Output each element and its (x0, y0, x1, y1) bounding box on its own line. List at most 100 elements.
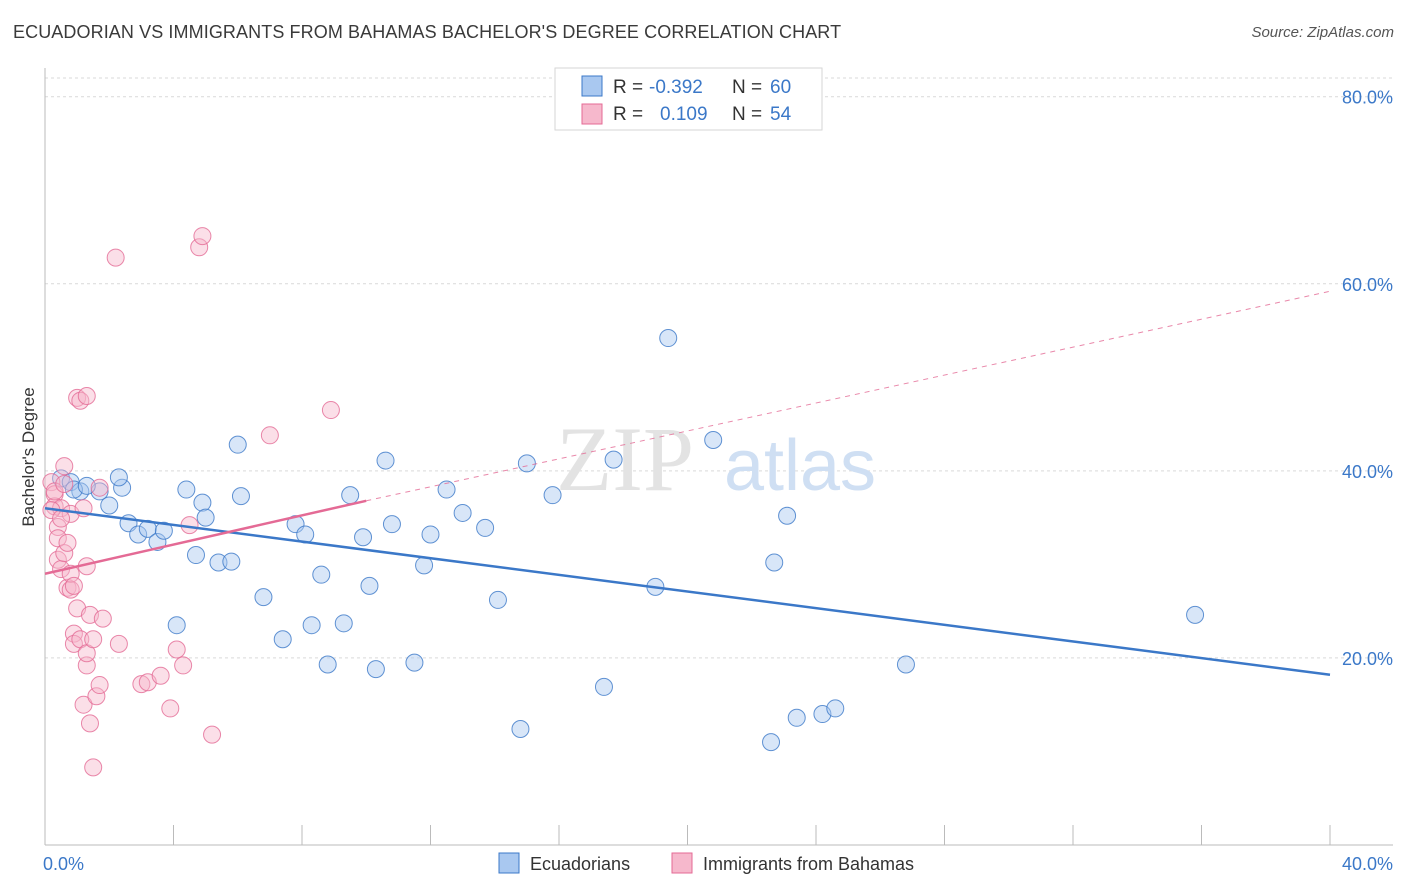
legend-n-value-1: 60 (770, 77, 791, 98)
bahamas-point (80, 714, 99, 733)
legend-bahamas-swatch (671, 852, 693, 874)
bahamas-point (87, 687, 106, 706)
bahamas-point (161, 699, 180, 718)
ecuadorian-point (231, 487, 250, 506)
ecuadorian-point (787, 708, 806, 727)
bahamas-point (84, 758, 103, 777)
ecuadorian-point (228, 435, 247, 454)
bahamas-point (55, 544, 74, 563)
watermark-zip: ZIP (556, 408, 694, 510)
stats-legend: R = -0.392 N = 60 R = 0.109 N = 54 (554, 67, 823, 131)
ecuadorian-point (543, 486, 562, 505)
ecuadorian-point (405, 653, 424, 672)
ecuadorian-point (476, 518, 495, 537)
bahamas-point (52, 509, 71, 528)
legend-ecuadorians-label: Ecuadorians (530, 854, 630, 874)
ecuadorian-point (341, 486, 360, 505)
ecuadorian-point (762, 733, 781, 752)
bahamas-point (174, 656, 193, 675)
ecuadorian-point (360, 576, 379, 595)
y-tick-label: 60.0% (1342, 275, 1393, 295)
bahamas-point (48, 550, 67, 569)
bahamas-point (321, 401, 340, 420)
bahamas-point (260, 426, 279, 445)
ecuadorian-point (193, 493, 212, 512)
legend-r-value-2: 0.109 (660, 104, 708, 125)
x-tick-label: 0.0% (43, 854, 84, 874)
bahamas-point (74, 695, 93, 714)
legend-n-value-2: 54 (770, 104, 792, 125)
bahamas-point (167, 640, 186, 659)
ecuadorian-point (1186, 605, 1205, 624)
y-tick-label: 80.0% (1342, 88, 1393, 108)
ecuadorian-point (312, 565, 331, 584)
bahamas-point (48, 529, 67, 548)
legend-swatch-pink (581, 103, 603, 125)
ecuadorian-point (604, 450, 623, 469)
ecuadorian-point (659, 329, 678, 348)
ecuadorian-point (318, 655, 337, 674)
bahamas-point (93, 609, 112, 628)
legend-bahamas-label: Immigrants from Bahamas (703, 854, 914, 874)
legend-r-label-2: R = (613, 104, 643, 125)
legend-n-label-2: N = (732, 104, 762, 125)
ecuadorian-point (129, 525, 148, 544)
ecuadorian-point (826, 699, 845, 718)
ecuadorian-point (704, 430, 723, 449)
bahamas-point (55, 457, 74, 476)
y-tick-labels: 20.0% 40.0% 60.0% 80.0% (1342, 88, 1393, 669)
legend-r-value-1: -0.392 (649, 77, 703, 98)
ecuadorian-trend-line (44, 507, 1331, 677)
ecuadorian-point (167, 616, 186, 635)
ecuadorian-point (778, 506, 797, 525)
trend-lines (44, 290, 1331, 677)
bahamas-point (64, 576, 83, 595)
legend-swatch-blue (581, 75, 603, 97)
source-label: Source: ZipAtlas.com (1251, 24, 1394, 41)
bahamas-point (106, 248, 125, 267)
bahamas-point (55, 474, 74, 493)
ecuadorian-point (334, 614, 353, 633)
x-tick-label: 40.0% (1342, 854, 1393, 874)
bahamas-point (71, 391, 90, 410)
ecuadorian-point (488, 590, 507, 609)
ecuadorian-point (177, 480, 196, 499)
x-tick-labels: 0.0% 40.0% (43, 854, 1393, 874)
series-ecuadorians (52, 329, 1205, 752)
ecuadorian-point (765, 553, 784, 572)
watermark-atlas: atlas (724, 426, 876, 506)
y-tick-label: 40.0% (1342, 462, 1393, 482)
ecuadorian-point (302, 616, 321, 635)
ecuadorian-point (382, 515, 401, 534)
legend-n-label-1: N = (732, 77, 762, 98)
ecuadorian-point (109, 468, 128, 487)
ecuadorian-point (354, 528, 373, 547)
ecuadorian-point (376, 451, 395, 470)
ecuadorian-point (186, 546, 205, 565)
ecuadorian-point (113, 478, 132, 497)
bahamas-point (77, 387, 96, 406)
series-bahamas (42, 227, 340, 777)
ecuadorian-point (453, 503, 472, 522)
legend-ecuadorians-swatch (498, 852, 520, 874)
bahamas-point (84, 630, 103, 649)
ecuadorian-point (209, 553, 228, 572)
ecuadorian-point (896, 655, 915, 674)
bahamas-point (90, 676, 109, 695)
bahamas-trend-line (44, 499, 367, 575)
bahamas-point (203, 725, 222, 744)
chart-title: ECUADORIAN VS IMMIGRANTS FROM BAHAMAS BA… (13, 22, 842, 42)
bahamas-point (190, 238, 209, 257)
gridlines (45, 77, 1393, 659)
bahamas-point (45, 482, 64, 501)
bahamas-trend-extension (366, 290, 1331, 502)
series-legend: Ecuadorians Immigrants from Bahamas (498, 852, 914, 874)
ecuadorian-point (52, 469, 71, 488)
ecuadorian-point (594, 677, 613, 696)
ecuadorian-point (421, 525, 440, 544)
bahamas-point (151, 666, 170, 685)
bahamas-point (58, 533, 77, 552)
legend-r-label-1: R = (613, 77, 643, 98)
bahamas-point (90, 478, 109, 497)
bahamas-point (193, 227, 212, 246)
